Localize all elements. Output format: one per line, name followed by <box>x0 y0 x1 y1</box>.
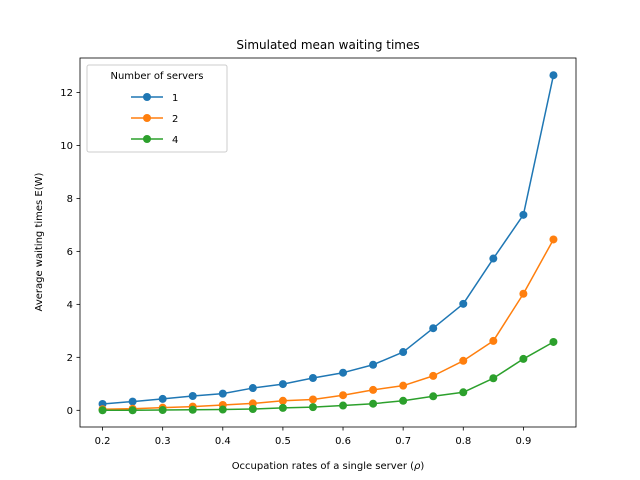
data-point <box>248 404 257 413</box>
x-axis: 0.2 0.3 0.4 0.5 0.6 0.7 0.8 0.9 <box>95 427 531 447</box>
series-line <box>102 75 555 405</box>
data-point <box>459 356 468 365</box>
data-point <box>128 397 137 406</box>
y-tick-label: 6 <box>67 247 73 258</box>
x-axis-label-tail: ) <box>420 461 424 472</box>
y-tick-label: 10 <box>60 141 73 152</box>
data-point <box>339 368 348 377</box>
data-point <box>218 389 227 398</box>
data-point <box>128 406 137 415</box>
data-point <box>519 210 528 219</box>
y-tick-label: 4 <box>67 300 73 311</box>
data-point <box>429 371 438 380</box>
y-tick-label: 8 <box>67 194 73 205</box>
x-tick-label: 0.6 <box>335 436 351 447</box>
chart-title: Simulated mean waiting times <box>236 38 419 52</box>
data-point <box>369 399 378 408</box>
x-axis-label-main: Occupation rates of a single server ( <box>232 461 414 472</box>
legend-marker <box>143 135 151 143</box>
y-tick-label: 0 <box>67 406 73 417</box>
data-point <box>519 354 528 363</box>
data-point <box>429 324 438 333</box>
legend-label: 4 <box>172 135 178 146</box>
data-point <box>308 373 317 382</box>
x-tick-label: 0.4 <box>215 436 231 447</box>
data-point <box>218 405 227 414</box>
series-line <box>102 239 555 410</box>
data-point <box>459 388 468 397</box>
y-axis-label: Average waiting times E(W) <box>34 172 45 311</box>
data-point <box>399 396 408 405</box>
data-point <box>339 391 348 400</box>
data-point <box>489 254 498 263</box>
data-point <box>519 289 528 298</box>
data-point <box>459 299 468 308</box>
axes-frame <box>79 57 577 428</box>
data-point <box>248 384 257 393</box>
y-tick-label: 2 <box>67 353 73 364</box>
legend-title: Number of servers <box>110 71 203 82</box>
data-point <box>489 374 498 383</box>
data-point <box>308 403 317 412</box>
legend-label: 1 <box>172 93 178 104</box>
x-axis-label-symbol: ρ <box>414 461 421 472</box>
data-point <box>369 360 378 369</box>
x-tick-label: 0.8 <box>455 436 471 447</box>
legend: Number of servers 1 2 4 <box>86 64 228 153</box>
x-tick-label: 0.7 <box>395 436 411 447</box>
legend-entries: 1 2 4 <box>131 93 178 146</box>
data-point <box>369 385 378 394</box>
data-point <box>248 399 257 408</box>
data-point <box>98 406 107 415</box>
data-point <box>308 395 317 404</box>
data-point <box>489 336 498 345</box>
data-point <box>188 405 197 414</box>
x-tick-label: 0.5 <box>275 436 291 447</box>
legend-box <box>86 64 228 153</box>
legend-entry-2: 2 <box>131 114 178 125</box>
data-point <box>549 337 558 346</box>
legend-label: 2 <box>172 114 178 125</box>
data-point <box>278 396 287 405</box>
series-line <box>102 341 554 412</box>
data-point <box>278 403 287 412</box>
legend-marker <box>143 114 151 122</box>
data-point <box>158 406 167 415</box>
series-4 <box>98 337 558 415</box>
x-axis-label: Occupation rates of a single server (ρ) <box>232 461 425 472</box>
legend-entry-4: 4 <box>131 135 178 146</box>
data-point <box>188 392 197 401</box>
data-point <box>549 235 558 244</box>
data-point <box>429 392 438 401</box>
data-point <box>278 380 287 389</box>
series-layer <box>98 71 558 415</box>
x-tick-label: 0.9 <box>515 436 531 447</box>
x-tick-label: 0.3 <box>155 436 171 447</box>
plot-area <box>79 57 577 428</box>
data-point <box>399 381 408 390</box>
data-point <box>399 348 408 357</box>
x-tick-label: 0.2 <box>95 436 111 447</box>
legend-marker <box>143 93 151 101</box>
y-tick-label: 12 <box>60 88 73 99</box>
legend-entry-1: 1 <box>131 93 178 104</box>
y-axis: 0 2 4 6 8 10 12 <box>60 88 80 417</box>
data-point <box>339 401 348 410</box>
data-point <box>158 394 167 403</box>
data-point <box>549 71 558 80</box>
